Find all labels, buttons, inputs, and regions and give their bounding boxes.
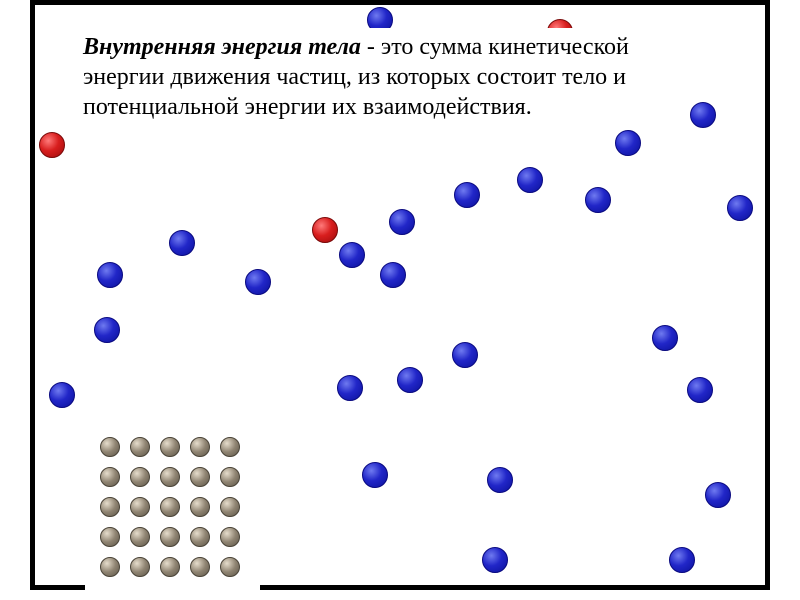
gas-particle <box>94 317 120 343</box>
lattice-atom <box>190 497 210 517</box>
lattice-atom <box>130 467 150 487</box>
gas-particle <box>245 269 271 295</box>
lattice-atom <box>160 527 180 547</box>
gas-particle <box>517 167 543 193</box>
gas-particle <box>389 209 415 235</box>
lattice-atom <box>100 437 120 457</box>
gas-particle <box>454 182 480 208</box>
lattice-atom <box>220 437 240 457</box>
gas-particle <box>39 132 65 158</box>
lattice-atom <box>130 527 150 547</box>
gas-particle <box>705 482 731 508</box>
gas-particle <box>585 187 611 213</box>
lattice-atom <box>100 497 120 517</box>
lattice-atom <box>160 437 180 457</box>
gas-particle <box>687 377 713 403</box>
lattice-atom <box>190 467 210 487</box>
definition-term: Внутренняя энергия тела <box>83 34 361 60</box>
gas-particle <box>97 262 123 288</box>
definition-text: Внутренняя энергия тела - это сумма кине… <box>75 28 655 126</box>
lattice-atom <box>130 437 150 457</box>
lattice-atom <box>100 557 120 577</box>
lattice-atom <box>160 497 180 517</box>
lattice-atom <box>130 497 150 517</box>
lattice-atom <box>190 557 210 577</box>
gas-particle <box>49 382 75 408</box>
gas-particle <box>652 325 678 351</box>
lattice-atom <box>220 557 240 577</box>
lattice-atom <box>160 467 180 487</box>
gas-particle <box>452 342 478 368</box>
lattice-atom <box>190 527 210 547</box>
gas-particle <box>727 195 753 221</box>
lattice-atom <box>100 527 120 547</box>
lattice-atom <box>220 497 240 517</box>
gas-particle <box>362 462 388 488</box>
gas-particle <box>669 547 695 573</box>
gas-particle <box>169 230 195 256</box>
lattice-atom <box>190 437 210 457</box>
gas-particle <box>397 367 423 393</box>
gas-particle <box>487 467 513 493</box>
lattice-atom <box>130 557 150 577</box>
gas-particle <box>482 547 508 573</box>
diagram-stage: Внутренняя энергия тела - это сумма кине… <box>0 0 800 600</box>
gas-particle <box>337 375 363 401</box>
lattice-atom <box>220 467 240 487</box>
lattice-atom <box>220 527 240 547</box>
lattice-atom <box>100 467 120 487</box>
gas-particle <box>312 217 338 243</box>
gas-particle <box>690 102 716 128</box>
gas-particle <box>380 262 406 288</box>
gas-particle <box>339 242 365 268</box>
gas-particle <box>615 130 641 156</box>
lattice-atom <box>160 557 180 577</box>
